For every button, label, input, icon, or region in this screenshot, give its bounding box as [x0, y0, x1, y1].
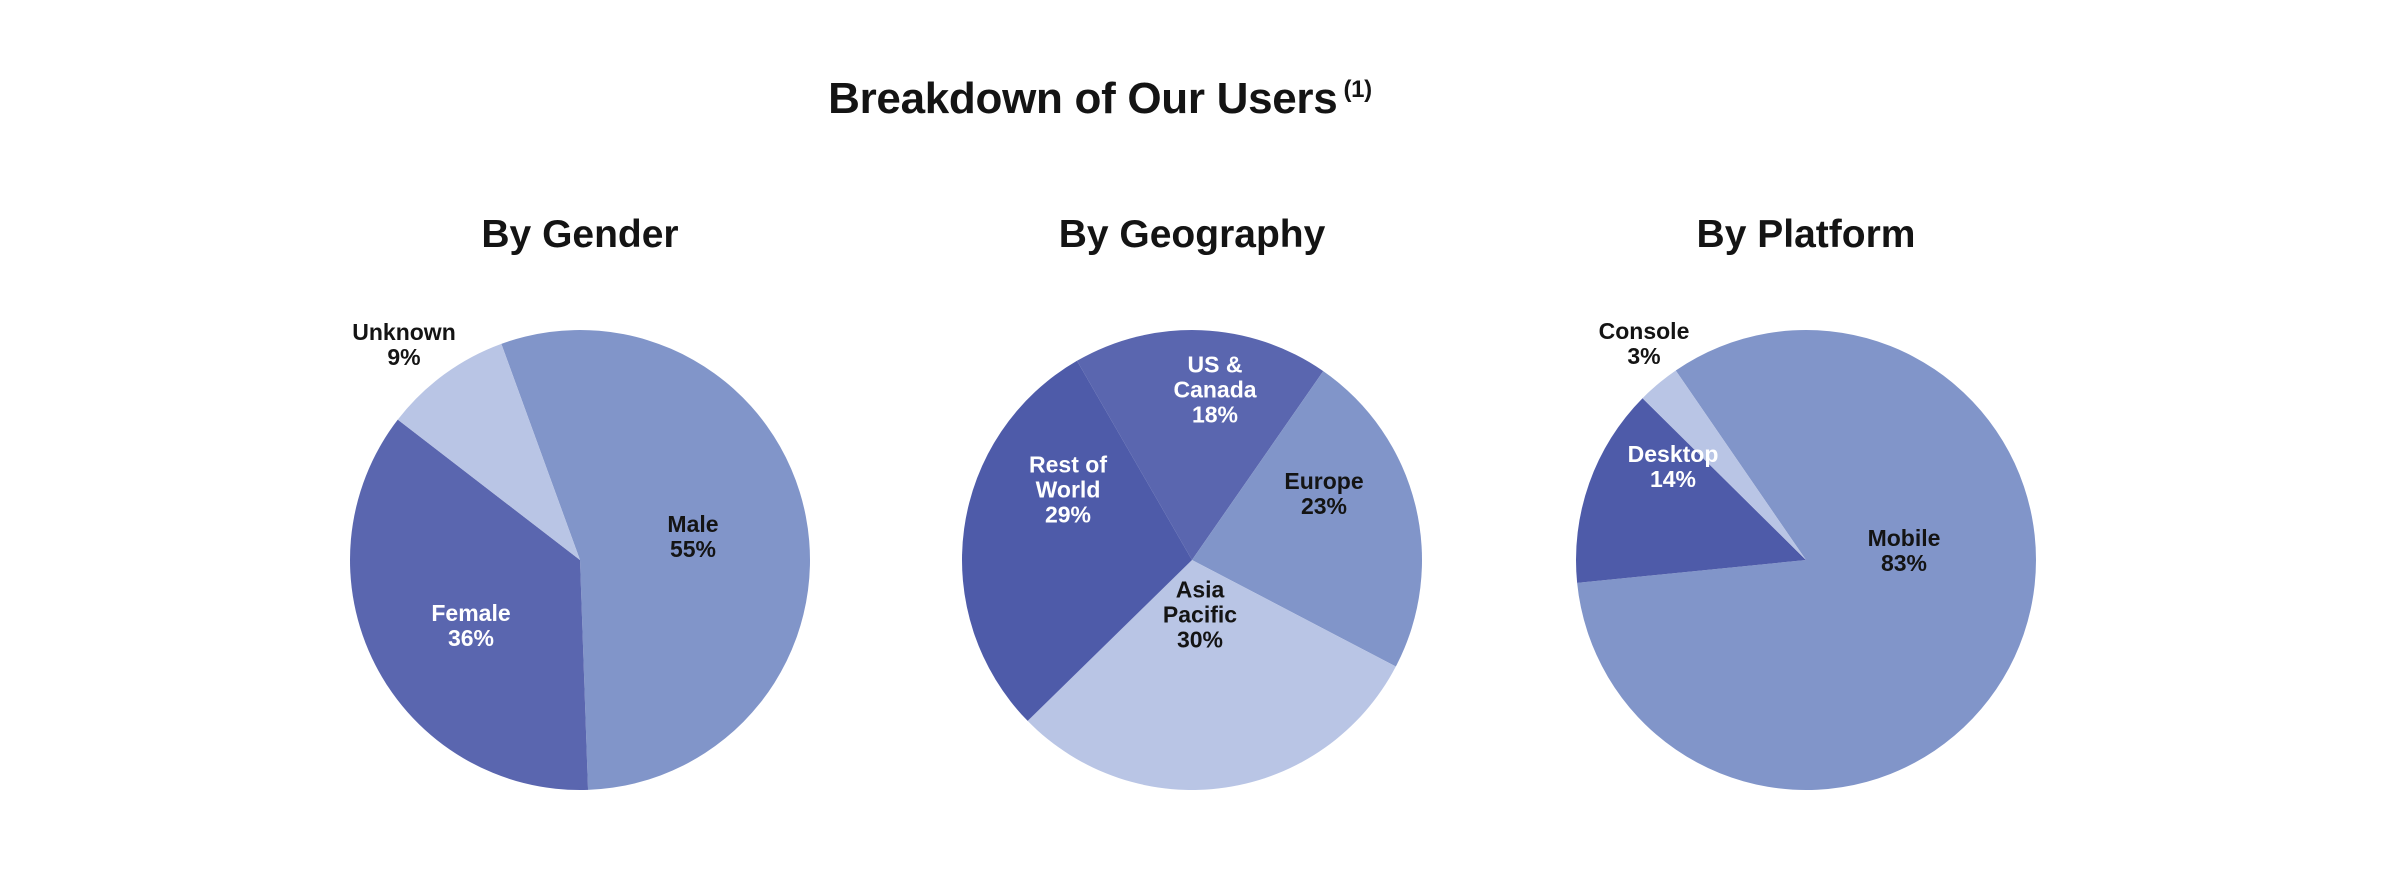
- pie-label-mobile: Mobile 83%: [1867, 525, 1941, 576]
- pie-label-asia-pacific: Asia Pacific 30%: [1162, 576, 1238, 653]
- pie-label-us-canada: US & Canada 18%: [1173, 351, 1257, 428]
- pie-slice-desktop: [1576, 398, 1806, 583]
- pie-slice-asia-pacific: [1027, 560, 1396, 791]
- pie-slice-us-canada: [1077, 330, 1324, 560]
- pie-label-console: Console 3%: [1598, 318, 1690, 369]
- footnote-marker: (1): [1343, 76, 1372, 104]
- pie-label-rest-of-world: Rest of World 29%: [1029, 451, 1107, 528]
- pie-slice-mobile: [1577, 329, 2037, 790]
- pie-slice-rest-of-world: [961, 360, 1192, 721]
- pie-label-male: Male 55%: [667, 511, 719, 562]
- pie-slice-female: [349, 419, 589, 791]
- pie-slice-europe: [1192, 371, 1423, 667]
- chart-title-by-geography: By Geography: [1058, 213, 1326, 256]
- page-title-text: Breakdown of Our Users: [828, 74, 1338, 123]
- pie-slice-console: [1642, 370, 1806, 560]
- pie-label-unknown: Unknown 9%: [352, 319, 456, 370]
- pie-label-europe: Europe 23%: [1284, 468, 1364, 519]
- chart-title-by-gender: By Gender: [481, 213, 679, 256]
- pie-label-female: Female 36%: [431, 600, 511, 651]
- pie-label-desktop: Desktop 14%: [1627, 441, 1719, 492]
- pie-slice-male: [501, 330, 811, 790]
- page-title: Breakdown of Our Users (1): [828, 74, 1372, 124]
- pie-slice-unknown: [397, 343, 580, 560]
- chart-title-by-platform: By Platform: [1696, 213, 1916, 256]
